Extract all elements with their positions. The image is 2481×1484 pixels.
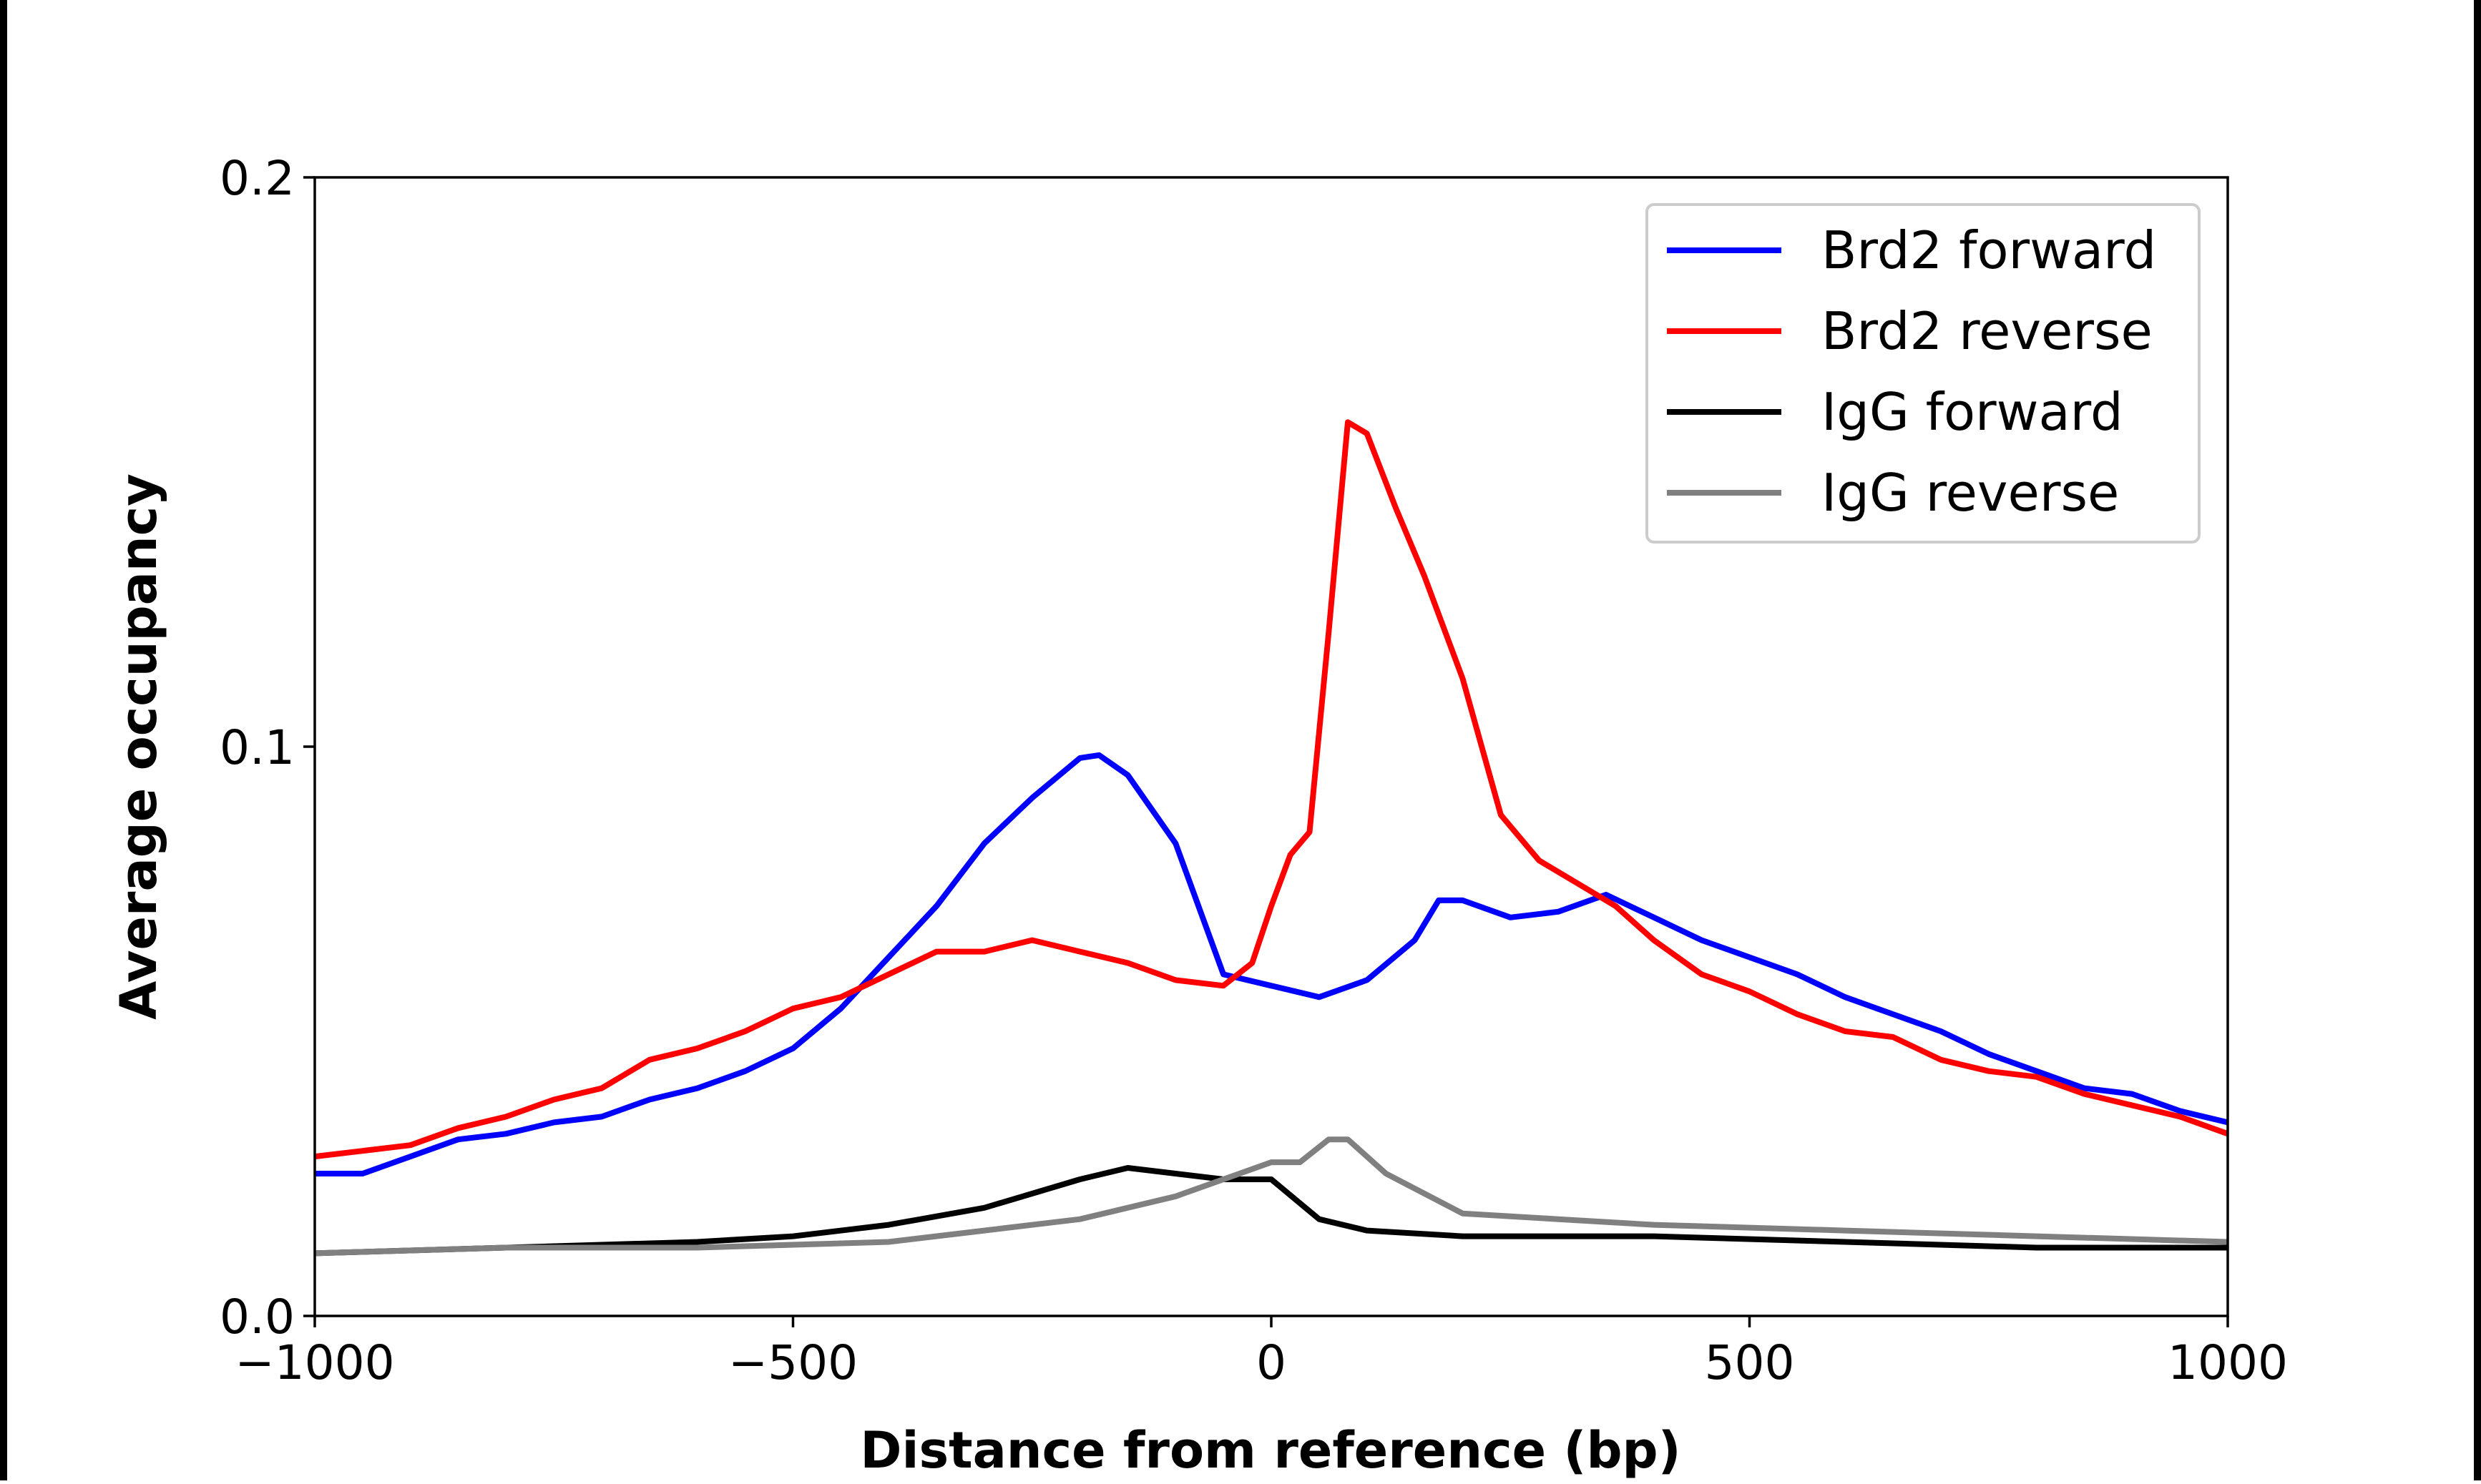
x-tick-label: 500 [1705, 1335, 1795, 1390]
legend-label: IgG forward [1821, 382, 2123, 442]
axis-ticks: −1000 −500 0 500 1000 0.0 0.1 0.2 [220, 151, 2288, 1390]
x-tick-label: 1000 [2168, 1335, 2288, 1390]
legend-box [1645, 203, 2201, 544]
y-tick-label: 0.1 [220, 720, 295, 775]
x-axis-label: Distance from reference (bp) [860, 1421, 1680, 1480]
x-tick-label: 0 [1256, 1335, 1286, 1390]
series-line-brd2-forward [315, 752, 2228, 1176]
legend-label: IgG reverse [1821, 463, 2119, 523]
left-border [0, 0, 7, 1480]
x-tick-label: −1000 [235, 1335, 394, 1390]
series-lines [314, 419, 2229, 1257]
series-line-igg-forward [314, 1165, 2228, 1257]
y-axis-label: Average occupancy [109, 473, 168, 1020]
series-line-igg-reverse [314, 1136, 2228, 1257]
series-line-brd2-reverse [314, 419, 2229, 1160]
y-tick-label: 0.2 [220, 151, 295, 206]
legend-label: Brd2 forward [1821, 220, 2156, 280]
y-tick-label: 0.0 [220, 1289, 295, 1345]
legend: Brd2 forward Brd2 reverse IgG forward IgG r… [1645, 203, 2201, 544]
x-tick-label: −500 [728, 1335, 858, 1390]
right-border [2474, 0, 2481, 1480]
legend-label: Brd2 reverse [1821, 301, 2153, 361]
